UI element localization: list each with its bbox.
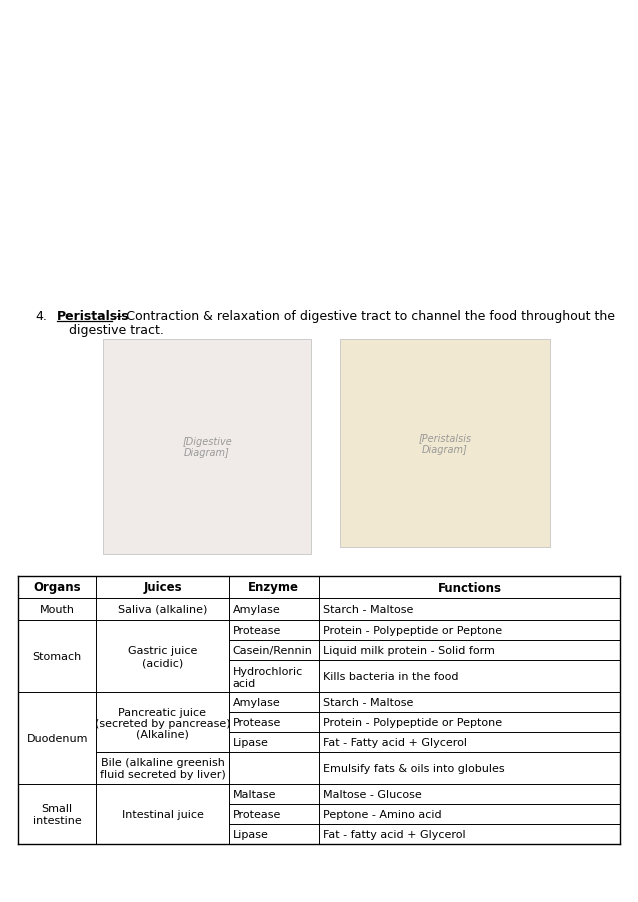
Text: Protein - Polypeptide or Peptone: Protein - Polypeptide or Peptone: [323, 625, 502, 635]
Text: Protease: Protease: [233, 717, 281, 727]
Text: Hydrochloric: Hydrochloric: [233, 667, 303, 676]
Text: [Digestive
Diagram]: [Digestive Diagram]: [182, 437, 232, 458]
Text: 4.: 4.: [35, 309, 47, 323]
Text: Organs: Organs: [33, 581, 81, 594]
Text: (secreted by pancrease): (secreted by pancrease): [94, 718, 230, 728]
Text: digestive tract.: digestive tract.: [57, 324, 164, 336]
Text: (acidic): (acidic): [142, 658, 183, 668]
Text: Starch - Maltose: Starch - Maltose: [323, 604, 413, 614]
Text: Bile (alkaline greenish: Bile (alkaline greenish: [101, 757, 225, 767]
Text: (Alkaline): (Alkaline): [136, 729, 189, 739]
Text: Maltase: Maltase: [233, 789, 276, 799]
Text: Lipase: Lipase: [233, 737, 269, 747]
Text: Saliva (alkaline): Saliva (alkaline): [118, 604, 207, 614]
Text: intestine: intestine: [33, 815, 82, 825]
Text: Enzyme: Enzyme: [248, 581, 299, 594]
Text: – Contraction & relaxation of digestive tract to channel the food throughout the: – Contraction & relaxation of digestive …: [112, 309, 615, 323]
Text: Lipase: Lipase: [233, 829, 269, 839]
Text: Gastric juice: Gastric juice: [128, 645, 197, 655]
FancyBboxPatch shape: [340, 340, 550, 548]
Text: Amylase: Amylase: [233, 604, 281, 614]
Text: Protease: Protease: [233, 809, 281, 819]
Text: Mouth: Mouth: [40, 604, 75, 614]
Text: Intestinal juice: Intestinal juice: [122, 809, 204, 819]
Text: acid: acid: [233, 678, 256, 688]
Text: Starch - Maltose: Starch - Maltose: [323, 697, 413, 707]
Text: Pancreatic juice: Pancreatic juice: [119, 707, 207, 717]
Text: Maltose - Glucose: Maltose - Glucose: [323, 789, 422, 799]
FancyBboxPatch shape: [103, 340, 311, 555]
Text: Small: Small: [41, 803, 73, 813]
Text: Kills bacteria in the food: Kills bacteria in the food: [323, 671, 459, 681]
Text: Amylase: Amylase: [233, 697, 281, 707]
Text: Stomach: Stomach: [33, 651, 82, 661]
Text: Casein/Rennin: Casein/Rennin: [233, 645, 313, 655]
Text: fluid secreted by liver): fluid secreted by liver): [100, 769, 225, 779]
Text: Functions: Functions: [438, 581, 501, 594]
Text: Fat - Fatty acid + Glycerol: Fat - Fatty acid + Glycerol: [323, 737, 467, 747]
Text: Protease: Protease: [233, 625, 281, 635]
Text: Protein - Polypeptide or Peptone: Protein - Polypeptide or Peptone: [323, 717, 502, 727]
Text: [Peristalsis
Diagram]: [Peristalsis Diagram]: [419, 433, 471, 455]
Text: Peristalsis: Peristalsis: [57, 309, 130, 323]
Text: Liquid milk protein - Solid form: Liquid milk protein - Solid form: [323, 645, 495, 655]
Text: Duodenum: Duodenum: [26, 733, 88, 743]
Text: Juices: Juices: [143, 581, 182, 594]
Text: Peptone - Amino acid: Peptone - Amino acid: [323, 809, 441, 819]
Text: Emulsify fats & oils into globules: Emulsify fats & oils into globules: [323, 763, 505, 773]
Text: Fat - fatty acid + Glycerol: Fat - fatty acid + Glycerol: [323, 829, 466, 839]
